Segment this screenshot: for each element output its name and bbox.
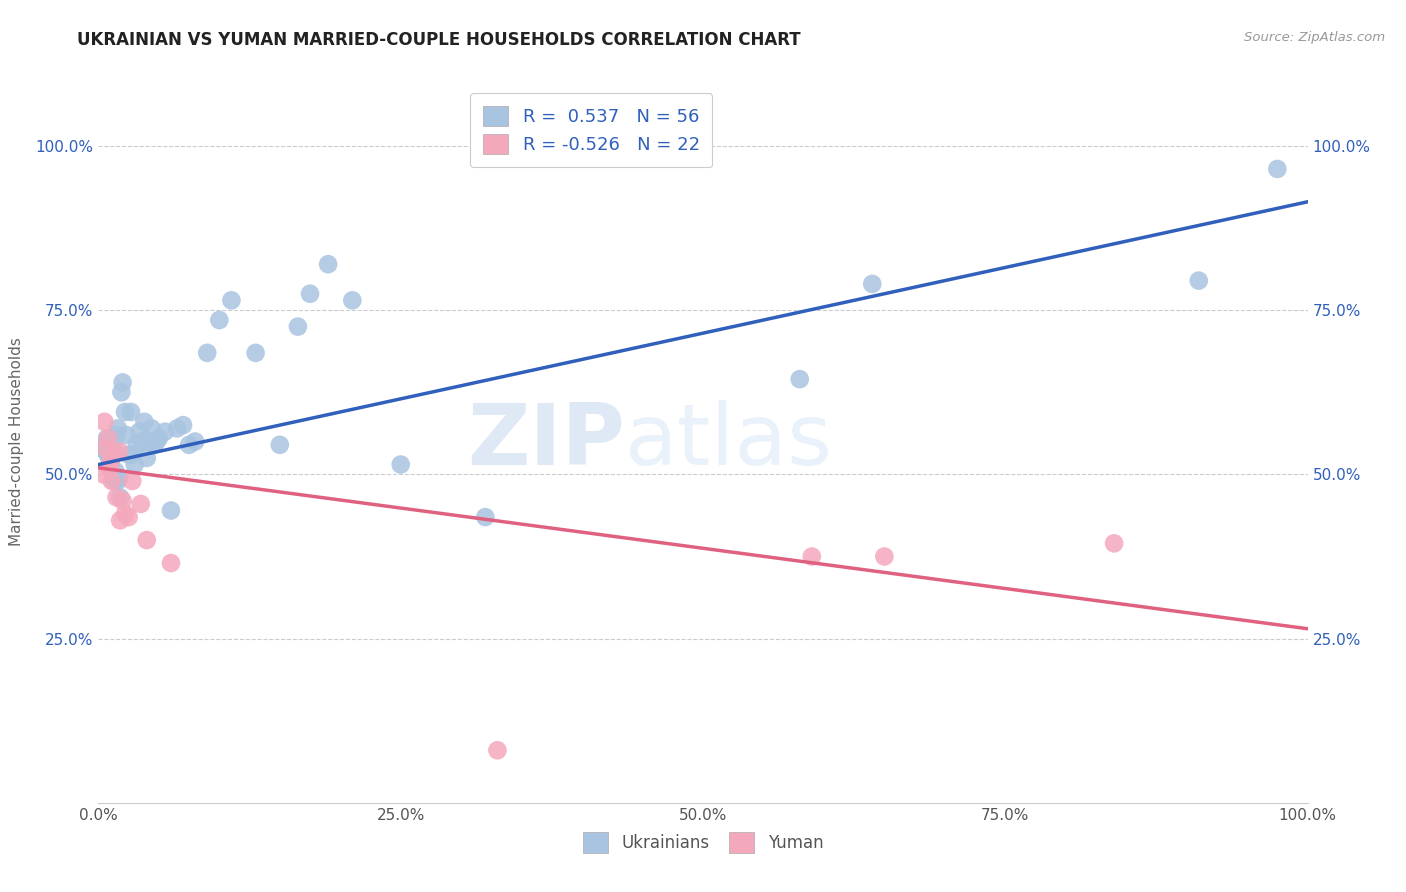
Point	[100, 458, 122, 472]
Legend: Ukrainians, Yuman: Ukrainians, Yuman	[576, 826, 830, 860]
Point	[98, 460, 121, 475]
Point	[143, 438, 166, 452]
Point	[114, 405, 136, 419]
Point	[138, 434, 160, 449]
Point	[486, 743, 509, 757]
Point	[342, 293, 364, 308]
Point	[316, 257, 339, 271]
Point	[153, 425, 176, 439]
Point	[91, 441, 114, 455]
Point	[860, 277, 883, 291]
Point	[110, 385, 132, 400]
Point	[93, 415, 115, 429]
Point	[94, 441, 117, 455]
Point	[1188, 274, 1211, 288]
Point	[100, 444, 122, 458]
Point	[105, 491, 128, 505]
Point	[221, 293, 243, 308]
Point	[166, 421, 188, 435]
Point	[129, 497, 152, 511]
Point	[1102, 536, 1125, 550]
Point	[145, 434, 167, 449]
Point	[184, 434, 207, 449]
Point	[208, 313, 231, 327]
Point	[108, 471, 131, 485]
Point	[108, 513, 131, 527]
Text: UKRAINIAN VS YUMAN MARRIED-COUPLE HOUSEHOLDS CORRELATION CHART: UKRAINIAN VS YUMAN MARRIED-COUPLE HOUSEH…	[77, 31, 801, 49]
Point	[269, 438, 291, 452]
Point	[134, 415, 156, 429]
Point	[93, 438, 115, 452]
Point	[114, 507, 136, 521]
Text: ZIP: ZIP	[467, 400, 624, 483]
Point	[1267, 161, 1289, 176]
Point	[94, 444, 117, 458]
Point	[103, 474, 125, 488]
Point	[474, 510, 496, 524]
Point	[100, 474, 122, 488]
Point	[111, 493, 134, 508]
Point	[245, 346, 267, 360]
Text: atlas: atlas	[624, 400, 832, 483]
Point	[120, 405, 142, 419]
Point	[789, 372, 811, 386]
Point	[98, 450, 121, 465]
Point	[121, 474, 143, 488]
Point	[101, 438, 124, 452]
Point	[172, 418, 194, 433]
Point	[195, 346, 218, 360]
Point	[135, 533, 157, 547]
Point	[124, 458, 146, 472]
Point	[179, 438, 201, 452]
Point	[160, 503, 183, 517]
Point	[148, 431, 170, 445]
Point	[108, 444, 131, 458]
Point	[389, 458, 412, 472]
Point	[135, 450, 157, 465]
Point	[118, 510, 141, 524]
Point	[128, 425, 150, 439]
Point	[121, 448, 143, 462]
Point	[299, 286, 322, 301]
Point	[127, 438, 149, 452]
Point	[141, 421, 163, 435]
Point	[96, 431, 118, 445]
Point	[103, 448, 125, 462]
Point	[160, 556, 183, 570]
Point	[97, 431, 120, 445]
Text: Source: ZipAtlas.com: Source: ZipAtlas.com	[1244, 31, 1385, 45]
Point	[115, 428, 138, 442]
Point	[873, 549, 896, 564]
Point	[100, 450, 122, 465]
Point	[111, 376, 134, 390]
Point	[107, 421, 129, 435]
Point	[100, 454, 122, 468]
Point	[287, 319, 309, 334]
Point	[91, 467, 114, 482]
Y-axis label: Married-couple Households: Married-couple Households	[10, 337, 24, 546]
Point	[105, 428, 128, 442]
Point	[107, 474, 129, 488]
Point	[104, 464, 127, 478]
Point	[118, 448, 141, 462]
Point	[131, 434, 153, 449]
Point	[97, 448, 120, 462]
Point	[108, 491, 131, 505]
Point	[800, 549, 823, 564]
